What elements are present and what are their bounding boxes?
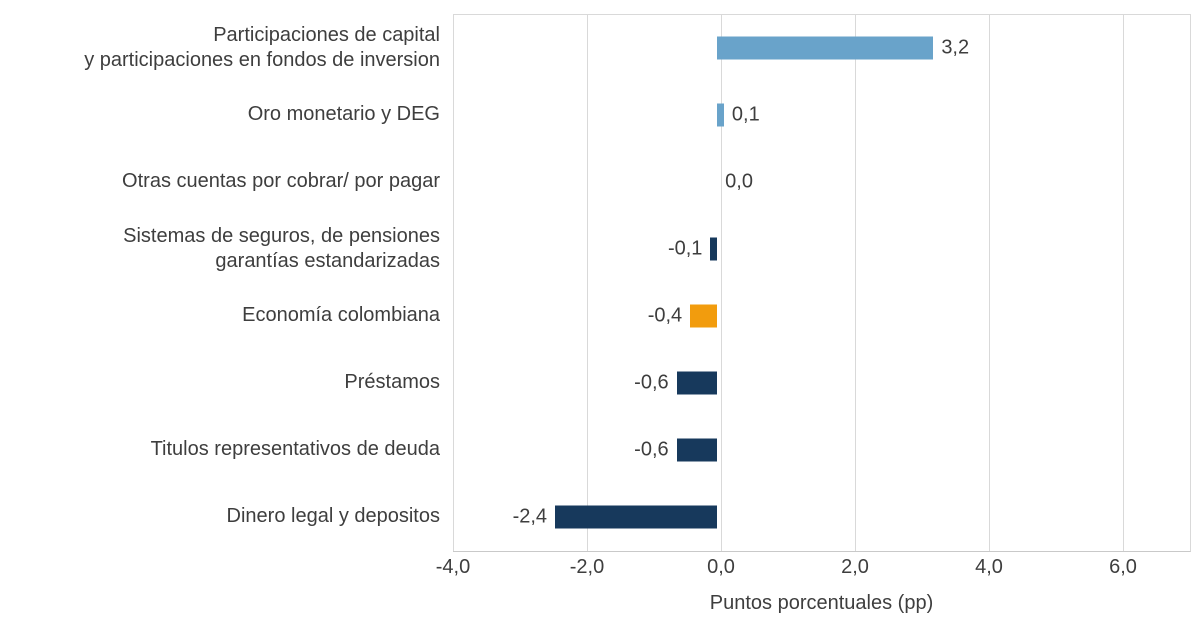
value-label: -0,4 xyxy=(647,304,683,326)
row-plot: 0,0 xyxy=(447,148,1190,215)
category-label-line: Otras cuentas por cobrar/ por pagar xyxy=(122,170,440,192)
chart-row: Sistemas de seguros, de pensiones garantí… xyxy=(0,215,1200,282)
category-label-line: Oro monetario y DEG xyxy=(247,103,440,125)
gridline xyxy=(1123,15,1124,551)
bar xyxy=(690,304,718,327)
chart-row: Préstamos -0,6 xyxy=(0,349,1200,416)
category-label-line: Participaciones de capital xyxy=(213,23,440,46)
category-label: Economía colombiana xyxy=(0,282,447,349)
value-label: -0,1 xyxy=(667,237,703,259)
bar xyxy=(717,103,724,126)
x-axis-ticks: -4,0 -2,0 0,0 2,0 4,0 6,0 xyxy=(436,556,1190,582)
value-label: -0,6 xyxy=(634,371,669,393)
row-plot: -0,4 xyxy=(447,282,1190,349)
chart-row: Otras cuentas por cobrar/ por pagar 0,0 xyxy=(0,148,1200,215)
category-label: Titulos representativos de deuda xyxy=(0,416,447,483)
value-label: 0,0 xyxy=(725,170,753,192)
chart-row: Participaciones de capital y participacio… xyxy=(0,14,1200,81)
x-tick-label: 2,0 xyxy=(841,556,869,578)
gridline xyxy=(453,15,454,551)
gridline xyxy=(989,15,990,551)
bar xyxy=(717,36,934,59)
category-label-line: garantías estandarizadas xyxy=(215,249,440,272)
x-tick-label: 0,0 xyxy=(707,556,735,578)
category-label-line: Préstamos xyxy=(344,371,440,393)
gridline xyxy=(721,15,722,551)
chart-row: Titulos representativos de deuda -0,6 xyxy=(0,416,1200,483)
bar xyxy=(710,237,718,260)
x-tick-label: -2,0 xyxy=(569,556,605,578)
value-label: -2,4 xyxy=(512,505,548,527)
category-label-line: Titulos representativos de deuda xyxy=(150,438,440,460)
chart-row: Oro monetario y DEG 0,1 xyxy=(0,81,1200,148)
x-tick-label: 4,0 xyxy=(975,556,1003,578)
category-label: Préstamos xyxy=(0,349,447,416)
value-label: 0,1 xyxy=(731,103,760,125)
value-label: -0,6 xyxy=(634,438,669,460)
gridline xyxy=(587,15,588,551)
bar xyxy=(676,371,718,394)
category-label: Participaciones de capital y participacio… xyxy=(0,14,447,81)
row-plot: -0,1 xyxy=(447,215,1190,282)
category-label: Dinero legal y depositos xyxy=(0,483,447,550)
category-label: Sistemas de seguros, de pensiones garantí… xyxy=(0,215,447,282)
row-plot: -2,4 xyxy=(447,483,1190,550)
category-label-line: y participaciones en fondos de inversion xyxy=(84,48,440,71)
value-label: 3,2 xyxy=(941,36,970,58)
category-label-line: Sistemas de seguros, de pensiones xyxy=(123,224,440,247)
chart-row: Dinero legal y depositos -2,4 xyxy=(0,483,1200,550)
row-plot: -0,6 xyxy=(447,349,1190,416)
category-label: Oro monetario y DEG xyxy=(0,81,447,148)
row-plot: -0,6 xyxy=(447,416,1190,483)
gridline xyxy=(855,15,856,551)
category-label-line: Economía colombiana xyxy=(242,304,440,326)
x-axis-title: Puntos porcentuales (pp) xyxy=(709,592,934,614)
x-tick-label: 6,0 xyxy=(1109,556,1137,578)
x-tick-label: -4,0 xyxy=(435,556,471,578)
category-label-line: Dinero legal y depositos xyxy=(226,505,440,527)
category-label: Otras cuentas por cobrar/ por pagar xyxy=(0,148,447,215)
bar xyxy=(676,438,718,461)
bar xyxy=(555,505,718,528)
row-plot: 0,1 xyxy=(447,81,1190,148)
row-plot: 3,2 xyxy=(447,14,1190,81)
chart-row: Economía colombiana -0,4 xyxy=(0,282,1200,349)
plot-area xyxy=(453,14,1191,552)
chart-rows: Participaciones de capital y participacio… xyxy=(0,14,1200,550)
